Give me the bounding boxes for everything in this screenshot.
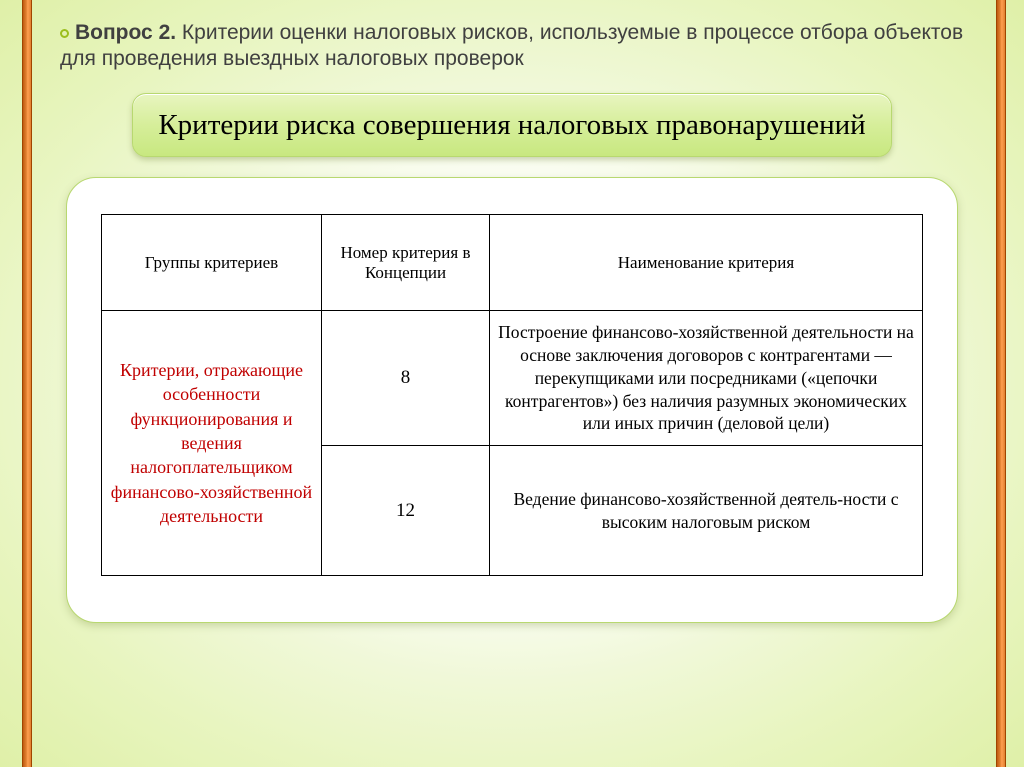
title-text: Критерии риска совершения налоговых прав… (151, 108, 873, 143)
criteria-table: Группы критериев Номер критерия в Концеп… (101, 214, 923, 576)
table-card: Группы критериев Номер критерия в Концеп… (66, 177, 958, 623)
slide-content: Вопрос 2. Критерии оценки налоговых риск… (0, 0, 1024, 653)
heading-prefix: Вопрос 2. (75, 21, 176, 44)
bullet-icon (60, 29, 69, 38)
table-row: Критерии, отражающие особенности функцио… (102, 311, 923, 446)
heading-text: Критерии оценки налоговых рисков, исполь… (60, 21, 963, 70)
criterion-number: 8 (322, 311, 490, 446)
criterion-desc: Построение финансово-хозяйственной деяте… (490, 311, 923, 446)
title-banner: Критерии риска совершения налоговых прав… (132, 93, 892, 158)
col-header-name: Наименование критерия (490, 215, 923, 311)
question-heading: Вопрос 2. Критерии оценки налоговых риск… (60, 20, 964, 73)
criterion-desc: Ведение финансово-хозяйственной деятель-… (490, 446, 923, 576)
criterion-number: 12 (322, 446, 490, 576)
table-header-row: Группы критериев Номер критерия в Концеп… (102, 215, 923, 311)
group-label-cell: Критерии, отражающие особенности функцио… (102, 311, 322, 576)
col-header-number: Номер критерия в Концепции (322, 215, 490, 311)
col-header-group: Группы критериев (102, 215, 322, 311)
